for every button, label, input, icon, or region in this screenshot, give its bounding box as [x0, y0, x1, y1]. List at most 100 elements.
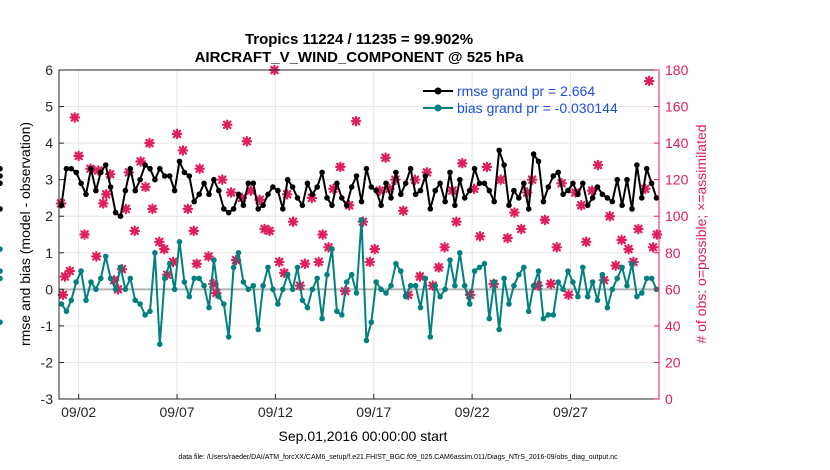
x-axis-label: Sep.01,2016 00:00:00 start [279, 428, 448, 444]
rmse-point [152, 176, 158, 183]
bias-point [294, 264, 301, 271]
obs-marker-shape [633, 223, 644, 235]
rmse-point [442, 198, 448, 205]
obs-marker-shape [350, 115, 362, 127]
rmse-point [393, 169, 399, 176]
rmse-point [398, 191, 404, 198]
obs-marker-shape [647, 241, 659, 253]
obs-count-marker [177, 145, 189, 156]
bias-point [0, 275, 3, 282]
y2-axis-label: # of obs: o=possible; ×=assimilated [693, 124, 709, 343]
bias-point [422, 275, 429, 282]
obs-count-marker [402, 289, 414, 301]
rmse-point [422, 173, 429, 179]
rmse-point [230, 206, 237, 212]
bias-point [78, 268, 84, 274]
bias-point [506, 301, 512, 307]
bias-point [368, 319, 375, 326]
obs-count-marker [350, 115, 362, 127]
bias-point [629, 260, 635, 267]
obs-marker-shape [194, 163, 205, 174]
rmse-point [466, 187, 473, 194]
rmse-point [407, 165, 414, 172]
obs-marker-shape [221, 119, 233, 131]
obs-marker-shape [182, 203, 194, 215]
obs-marker-shape [278, 267, 290, 279]
obs-marker-shape [100, 188, 112, 200]
rmse-point [329, 202, 335, 209]
bias-point [240, 279, 247, 285]
obs-marker-shape [69, 112, 81, 123]
bias-series [0, 217, 660, 348]
rmse-point [280, 206, 286, 212]
rmse-point [181, 169, 188, 176]
bias-point [437, 293, 443, 300]
bias-point [255, 326, 261, 333]
obs-count-marker [171, 128, 183, 140]
rmse-point [161, 173, 168, 179]
bias-point [550, 312, 557, 318]
obs-count-marker [313, 256, 324, 268]
obs-marker-shape [306, 192, 318, 204]
legend-rmse-label: rmse grand pr = 2.664 [457, 83, 595, 99]
rmse-point [496, 147, 503, 154]
obs-marker-shape [129, 225, 141, 237]
rmse-point [102, 162, 109, 168]
rmse-point [506, 202, 512, 209]
bias-point [68, 297, 75, 304]
y-tick-label: 6 [45, 62, 53, 78]
rmse-point [447, 169, 453, 176]
bias-point [466, 301, 473, 307]
obs-count-marker [203, 251, 214, 262]
y-tick-label: 0 [45, 281, 53, 297]
bias-point [639, 290, 645, 296]
bias-point [501, 275, 507, 282]
bias-point [284, 271, 291, 278]
bias-point [417, 304, 424, 311]
bias-point [334, 308, 340, 315]
obs-marker-shape [93, 165, 104, 176]
rmse-point [516, 195, 522, 201]
obs-marker-shape [287, 216, 299, 228]
obs-count-marker [158, 243, 170, 255]
obs-count-marker [216, 174, 228, 185]
rmse-point [275, 187, 281, 194]
obs-marker-shape [616, 234, 627, 246]
obs-count-marker [188, 225, 200, 237]
obs-count-marker [545, 278, 557, 290]
rmse-point [555, 169, 561, 176]
rmse-point [240, 202, 247, 209]
bias-point [329, 246, 335, 252]
bias-point [388, 282, 394, 289]
bias-point [452, 282, 458, 289]
bias-point [250, 282, 257, 289]
rmse-point [117, 213, 124, 219]
y-tick-label: 3 [45, 172, 53, 188]
rmse-point [491, 198, 498, 205]
obs-marker-shape [545, 278, 557, 290]
rmse-point [122, 187, 129, 194]
obs-marker-shape [643, 75, 655, 87]
rmse-point [112, 209, 119, 216]
obs-marker-shape [135, 156, 146, 167]
rmse-point [299, 202, 306, 209]
obs-marker-shape [203, 251, 214, 262]
obs-marker-shape [171, 128, 183, 140]
rmse-point [388, 195, 394, 201]
obs-count-marker [616, 234, 627, 246]
rmse-point [88, 165, 94, 172]
bias-point [176, 239, 183, 245]
obs-count-marker [208, 278, 219, 290]
rmse-point [594, 184, 601, 190]
bias-point [324, 271, 330, 278]
obs-marker-shape [481, 161, 493, 173]
obs-count-marker [551, 241, 563, 253]
rmse-point [270, 184, 276, 190]
y-tick-label: 2 [45, 208, 53, 224]
obs-marker-shape [211, 287, 222, 299]
obs-marker-shape [328, 183, 339, 195]
obs-count-marker [580, 236, 592, 248]
rmse-point [201, 180, 207, 187]
obs-marker-shape [610, 260, 622, 271]
obs-count-marker [468, 183, 480, 195]
